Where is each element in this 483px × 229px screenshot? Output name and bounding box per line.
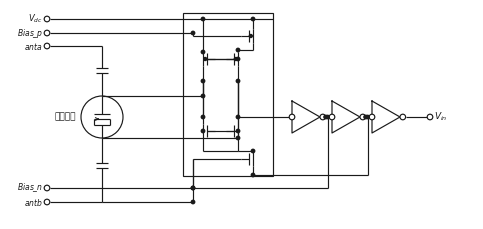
Circle shape bbox=[44, 30, 50, 36]
Circle shape bbox=[236, 136, 240, 140]
Circle shape bbox=[201, 79, 205, 83]
Text: $V_{dc}$: $V_{dc}$ bbox=[28, 13, 43, 25]
Circle shape bbox=[44, 43, 50, 49]
Circle shape bbox=[234, 57, 237, 60]
Circle shape bbox=[364, 115, 367, 119]
Circle shape bbox=[236, 79, 240, 83]
Circle shape bbox=[191, 200, 195, 204]
Circle shape bbox=[251, 17, 255, 21]
Circle shape bbox=[329, 114, 335, 120]
Circle shape bbox=[204, 57, 207, 60]
Circle shape bbox=[320, 114, 326, 120]
Circle shape bbox=[360, 114, 366, 120]
Circle shape bbox=[201, 129, 205, 133]
Circle shape bbox=[289, 114, 295, 120]
Circle shape bbox=[249, 35, 252, 38]
Circle shape bbox=[251, 149, 255, 153]
Circle shape bbox=[191, 186, 195, 190]
Circle shape bbox=[44, 185, 50, 191]
Circle shape bbox=[201, 17, 205, 21]
Circle shape bbox=[236, 57, 240, 61]
Polygon shape bbox=[332, 101, 360, 133]
Circle shape bbox=[369, 114, 375, 120]
Text: $antb$: $antb$ bbox=[24, 196, 43, 207]
Circle shape bbox=[427, 114, 433, 120]
Circle shape bbox=[191, 186, 195, 190]
Circle shape bbox=[201, 50, 205, 54]
Circle shape bbox=[400, 114, 406, 120]
Circle shape bbox=[366, 115, 369, 119]
Polygon shape bbox=[292, 101, 320, 133]
Text: $Bias\_p$: $Bias\_p$ bbox=[17, 27, 43, 39]
Circle shape bbox=[191, 31, 195, 35]
Text: $V_{in}$: $V_{in}$ bbox=[434, 111, 448, 123]
Circle shape bbox=[251, 173, 255, 177]
Circle shape bbox=[44, 199, 50, 205]
Text: 可变电容: 可变电容 bbox=[55, 112, 76, 122]
Circle shape bbox=[201, 94, 205, 98]
Bar bbox=[183, 13, 273, 176]
Circle shape bbox=[44, 16, 50, 22]
Circle shape bbox=[236, 129, 240, 133]
Circle shape bbox=[201, 115, 205, 119]
Polygon shape bbox=[372, 101, 400, 133]
Circle shape bbox=[236, 115, 240, 119]
Circle shape bbox=[326, 115, 329, 119]
Circle shape bbox=[324, 115, 327, 119]
Text: $Bias\_n$: $Bias\_n$ bbox=[17, 182, 43, 194]
Circle shape bbox=[236, 48, 240, 52]
Text: $anta$: $anta$ bbox=[24, 41, 43, 52]
